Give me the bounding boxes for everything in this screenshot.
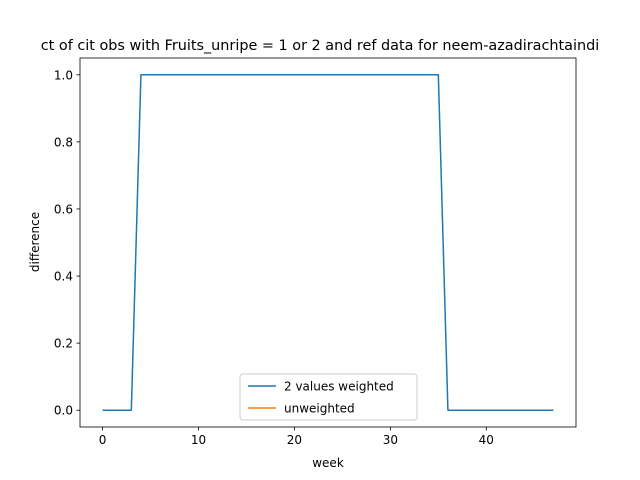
chart-title: ct of cit obs with Fruits_unripe = 1 or … xyxy=(41,38,599,54)
legend: 2 values weighted unweighted xyxy=(239,373,418,421)
y-tick-label: 1.0 xyxy=(54,68,73,82)
y-tick-label: 0.4 xyxy=(54,270,73,284)
y-ticks: 0.0 0.2 0.4 0.6 0.8 1.0 xyxy=(54,68,80,418)
legend-label-0: 2 values weighted xyxy=(284,380,394,394)
y-tick-label: 0.2 xyxy=(54,337,73,351)
x-tick-label: 40 xyxy=(479,433,494,447)
x-tick-label: 10 xyxy=(191,433,206,447)
x-tick-label: 30 xyxy=(383,433,398,447)
x-tick-label: 20 xyxy=(287,433,302,447)
y-tick-label: 0.6 xyxy=(54,202,73,216)
legend-label-1: unweighted xyxy=(284,402,355,416)
axes-frame xyxy=(79,57,577,428)
y-tick-label: 0.8 xyxy=(54,135,73,149)
series-layer xyxy=(102,74,554,411)
y-tick-label: 0.0 xyxy=(54,404,73,418)
y-axis-label: difference xyxy=(28,212,42,272)
plot-area: 0 10 20 30 40 0.0 0.2 0.4 0.6 0.8 1.0 xyxy=(54,57,577,447)
x-ticks: 0 10 20 30 40 xyxy=(99,427,494,447)
legend-box xyxy=(239,373,418,421)
series-line-0 xyxy=(102,74,554,411)
x-tick-label: 0 xyxy=(99,433,107,447)
x-axis-label: week xyxy=(312,456,344,470)
